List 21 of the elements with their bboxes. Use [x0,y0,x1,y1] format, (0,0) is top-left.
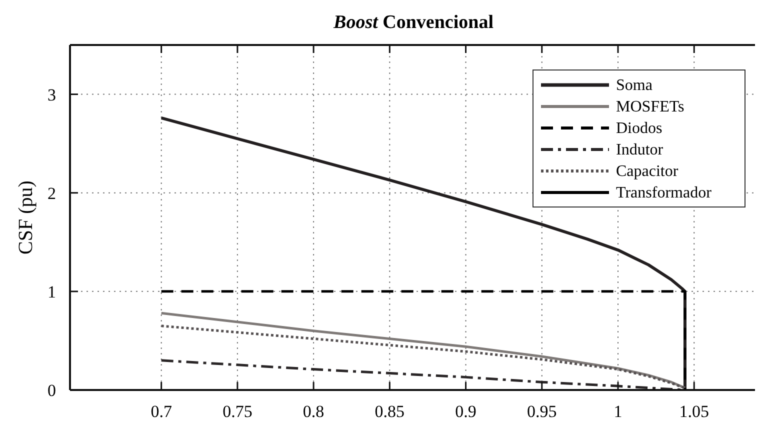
x-tick-label: 1.05 [679,402,709,421]
x-tick-label: 0.95 [527,402,557,421]
x-tick-label: 0.85 [374,402,405,421]
legend-label: Soma [616,77,652,94]
y-axis-title: CSF (pu) [15,180,37,254]
chart-title: Boost Convencional [332,12,494,33]
y-tick-label: 0 [48,381,56,400]
legend-label: Indutor [616,142,664,158]
y-tick-label: 1 [48,282,56,302]
x-tick-label: 0.9 [455,402,476,421]
y-tick-label: 2 [48,184,56,203]
x-tick-label: 0.7 [150,402,172,421]
legend-label: MOSFETs [616,98,684,116]
line-series [160,324,686,390]
x-tick-label: 0.8 [302,402,324,421]
x-tick-label: 0.75 [222,402,252,421]
y-tick-label: 3 [48,85,56,104]
legend-label: Transformador [616,184,712,202]
x-tick-label: 1 [614,402,622,421]
legend-label: Capacitor [616,163,679,180]
legend-label: Diodos [616,120,662,137]
